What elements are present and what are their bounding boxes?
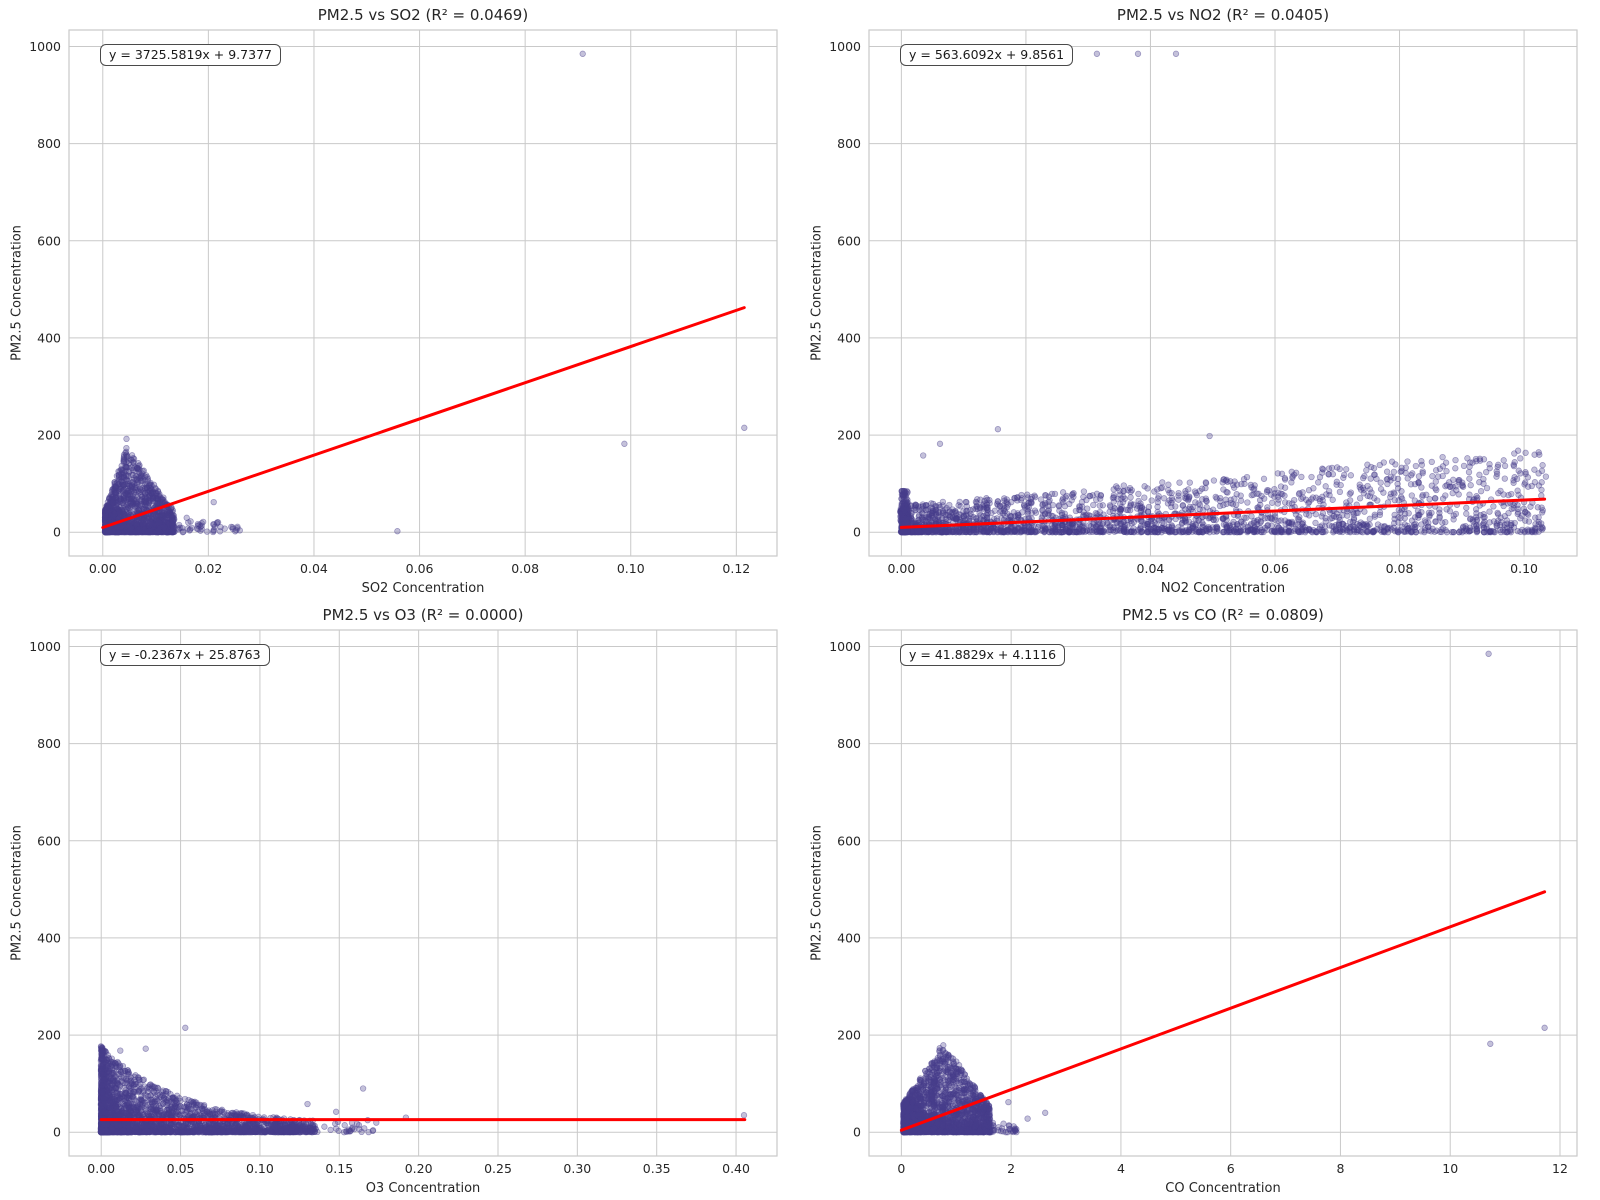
svg-text:200: 200 (37, 428, 61, 443)
scatter-plot-so2: 0.00 0.02 0.04 0.06 0.08 0.10 0.12 0 200 400 600 80… (29, 29, 778, 576)
svg-text:600: 600 (37, 833, 61, 848)
svg-text:0.08: 0.08 (511, 561, 539, 576)
equation-box-no2: y = 563.6092x + 9.8561 (900, 44, 1074, 66)
svg-text:0.08: 0.08 (1386, 561, 1414, 576)
panel-pm25-vs-co: 0 2 4 6 8 10 12 0 200 400 600 800 1000 PM2.5 vs CO (… (800, 600, 1600, 1200)
svg-text:400: 400 (37, 330, 61, 345)
svg-text:800: 800 (37, 736, 61, 751)
svg-text:0: 0 (53, 525, 61, 540)
svg-text:0.10: 0.10 (246, 1161, 274, 1176)
svg-text:400: 400 (37, 930, 61, 945)
scatter-plot-o3: 0.00 0.05 0.10 0.15 0.20 0.25 0.30 0.35 0.40 0 200… (29, 629, 778, 1176)
svg-text:0: 0 (53, 1125, 61, 1140)
x-axis-label-co: CO Concentration (1165, 1181, 1281, 1196)
svg-text:1000: 1000 (29, 39, 61, 54)
svg-text:0.05: 0.05 (167, 1161, 195, 1176)
svg-text:0.06: 0.06 (1261, 561, 1289, 576)
x-axis-label-no2: NO2 Concentration (1160, 581, 1286, 596)
equation-box-co: y = 41.8829x + 4.1116 (900, 644, 1066, 666)
chart-title-o3: PM2.5 vs O3 (R² = 0.0000) (322, 606, 524, 624)
svg-text:0.04: 0.04 (1137, 561, 1165, 576)
svg-text:600: 600 (37, 233, 61, 248)
svg-text:800: 800 (37, 136, 61, 151)
svg-text:1000: 1000 (29, 639, 61, 654)
svg-text:0.20: 0.20 (405, 1161, 433, 1176)
svg-text:0.15: 0.15 (325, 1161, 353, 1176)
svg-text:0.00: 0.00 (89, 561, 117, 576)
svg-text:600: 600 (837, 233, 861, 248)
svg-text:200: 200 (837, 428, 861, 443)
svg-text:800: 800 (837, 136, 861, 151)
equation-box-o3: y = -0.2367x + 25.8763 (100, 644, 270, 666)
x-axis-label-so2: SO2 Concentration (361, 581, 485, 596)
svg-text:0.40: 0.40 (722, 1161, 750, 1176)
svg-text:0.06: 0.06 (406, 561, 434, 576)
svg-text:0.10: 0.10 (617, 561, 645, 576)
svg-text:0.02: 0.02 (1012, 561, 1040, 576)
svg-text:1000: 1000 (829, 39, 861, 54)
panel-pm25-vs-no2: 0.00 0.02 0.04 0.06 0.08 0.10 0 200 400 600 800 100… (800, 0, 1600, 600)
svg-text:200: 200 (37, 1028, 61, 1043)
panel-pm25-vs-so2: 0.00 0.02 0.04 0.06 0.08 0.10 0.12 0 200 400 600 80… (0, 0, 800, 600)
chart-title-no2: PM2.5 vs NO2 (R² = 0.0405) (1116, 6, 1330, 24)
x-axis-label-o3: O3 Concentration (365, 1181, 481, 1196)
chart-title-co: PM2.5 vs CO (R² = 0.0809) (1122, 606, 1324, 624)
svg-text:0.00: 0.00 (887, 561, 915, 576)
svg-text:0.30: 0.30 (563, 1161, 591, 1176)
svg-text:0.02: 0.02 (194, 561, 222, 576)
svg-text:0: 0 (853, 525, 861, 540)
svg-text:0.00: 0.00 (87, 1161, 115, 1176)
y-axis-label-so2: PM2.5 Concentration (9, 225, 25, 361)
y-axis-label-o3: PM2.5 Concentration (9, 825, 25, 961)
y-axis-label-no2: PM2.5 Concentration (809, 225, 825, 361)
scatter-plot-no2: 0.00 0.02 0.04 0.06 0.08 0.10 0 200 400 600 800 100… (829, 29, 1578, 576)
svg-text:0.25: 0.25 (484, 1161, 512, 1176)
svg-text:400: 400 (837, 330, 861, 345)
svg-text:0.04: 0.04 (300, 561, 328, 576)
svg-text:0.12: 0.12 (722, 561, 750, 576)
equation-box-so2: y = 3725.5819x + 9.7377 (100, 44, 281, 66)
y-axis-label-co: PM2.5 Concentration (809, 825, 825, 961)
svg-text:0.35: 0.35 (643, 1161, 671, 1176)
panel-pm25-vs-o3: 0.00 0.05 0.10 0.15 0.20 0.25 0.30 0.35 0.40 0 200… (0, 600, 800, 1200)
chart-title-so2: PM2.5 vs SO2 (R² = 0.0469) (317, 6, 529, 24)
svg-text:0.10: 0.10 (1510, 561, 1538, 576)
